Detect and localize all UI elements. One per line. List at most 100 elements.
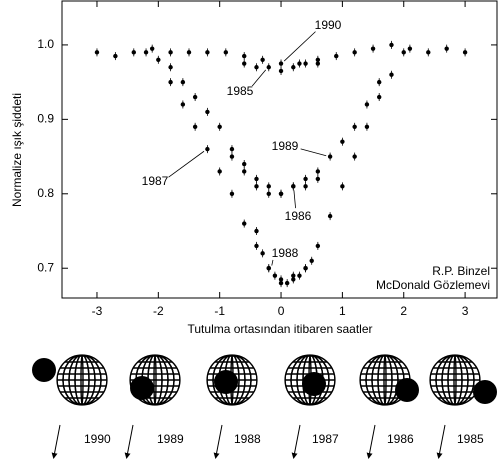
y-tick-label: 0.7 (37, 260, 54, 274)
data-point (260, 57, 265, 63)
data-point (149, 46, 155, 51)
charon (130, 376, 154, 400)
x-tick-label: -3 (92, 304, 103, 318)
data-point (254, 228, 259, 234)
data-point (217, 169, 222, 174)
leader-line (283, 31, 316, 62)
y-tick-label: 1.0 (37, 37, 54, 51)
data-point (315, 176, 321, 182)
data-point (266, 65, 271, 70)
data-point (315, 61, 321, 66)
data-point (291, 184, 296, 189)
data-point (291, 277, 296, 282)
pluto-grid (430, 355, 480, 405)
data-point (229, 191, 235, 196)
data-point (284, 280, 290, 286)
charon (473, 380, 497, 404)
y-axis-label: Normalize ışık şiddeti (10, 93, 24, 207)
meridian (212, 355, 252, 405)
data-point (462, 50, 468, 55)
diagram-label: 1988 (234, 432, 261, 446)
leader-line (168, 150, 205, 178)
data-point (266, 184, 271, 189)
pluto-grid (57, 355, 107, 405)
plot-frame (61, 0, 498, 299)
meridian (447, 355, 463, 405)
series-label: 1985 (227, 84, 254, 98)
x-tick-label: -2 (153, 304, 164, 318)
diagram-label: 1985 (457, 432, 484, 446)
data-point (377, 79, 382, 85)
data-point (370, 46, 376, 51)
credit: R.P. Binzel (432, 264, 490, 278)
data-point (242, 61, 247, 66)
data-point (254, 65, 259, 70)
y-tick-label: 0.8 (37, 186, 54, 200)
motion-arrow (291, 424, 301, 459)
meridian (62, 355, 102, 405)
data-point (205, 146, 210, 152)
data-point (426, 50, 431, 55)
data-point (156, 57, 161, 63)
data-point (327, 154, 333, 159)
motion-arrow (366, 424, 376, 459)
leader-line (300, 148, 327, 157)
x-tick-label: 0 (278, 304, 285, 318)
series-label: 1988 (272, 246, 299, 260)
data-point (131, 50, 136, 55)
meridian (377, 355, 393, 405)
data-point (291, 65, 296, 70)
diagram-label: 1987 (312, 432, 339, 446)
meridian (371, 355, 399, 405)
meridian (68, 355, 96, 405)
data-point (364, 124, 370, 129)
data-point (309, 258, 314, 263)
data-point (340, 139, 345, 144)
data-point (278, 280, 284, 286)
data-point (113, 53, 118, 59)
data-point (297, 273, 302, 278)
data-point (334, 53, 339, 59)
data-point (364, 102, 370, 107)
data-point (180, 79, 186, 85)
data-point (254, 184, 259, 189)
data-point (327, 213, 333, 219)
data-point (315, 243, 321, 249)
diagram-label: 1986 (387, 432, 414, 446)
meridian (74, 355, 90, 405)
data-point (340, 184, 345, 189)
data-point (242, 169, 247, 174)
motion-arrow (51, 424, 61, 459)
data-point (266, 191, 271, 196)
data-point (254, 243, 259, 249)
data-point (407, 46, 413, 51)
data-point (278, 61, 284, 66)
data-point (352, 124, 357, 129)
data-point (205, 109, 210, 115)
data-point (401, 50, 406, 55)
x-tick-label: 1 (339, 304, 346, 318)
data-point (242, 161, 247, 167)
x-axis-label: Tutulma ortasından itibaren saatler (188, 322, 373, 336)
data-point (94, 50, 100, 55)
motion-arrow (213, 424, 223, 459)
data-point (444, 46, 449, 51)
diagram-label: 1989 (157, 432, 184, 446)
eclipse-diagram: 1990 1989 1988 1987 1986 1985 (32, 354, 497, 459)
data-point (180, 102, 186, 107)
data-point (389, 72, 394, 77)
data-point (229, 146, 235, 152)
data-point (377, 94, 382, 100)
series-label: 1990 (315, 18, 342, 32)
data-point (278, 191, 284, 196)
data-point (266, 266, 271, 271)
data-point (272, 273, 278, 278)
data-point (260, 251, 265, 256)
data-point (297, 61, 302, 66)
motion-arrow (436, 424, 446, 459)
data-point (192, 124, 198, 129)
motion-arrow (124, 424, 134, 459)
meridian (290, 355, 330, 405)
charon (302, 372, 326, 396)
